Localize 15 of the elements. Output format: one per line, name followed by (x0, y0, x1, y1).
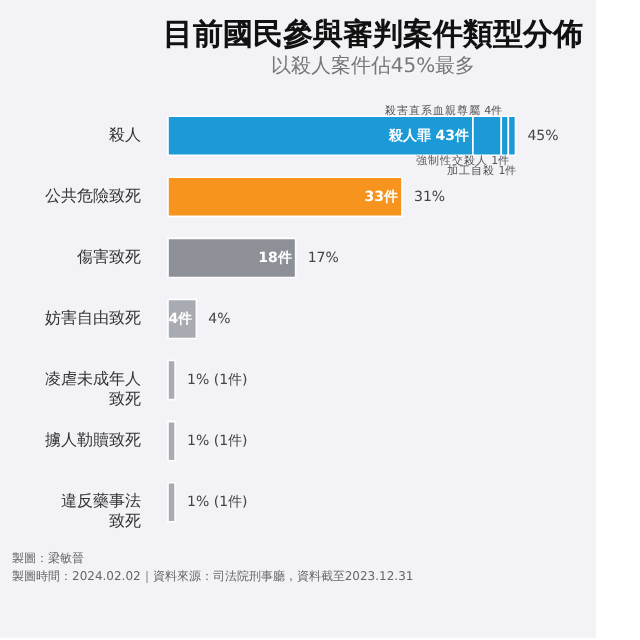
y-tick-label: 擄人勒贖致死 (45, 431, 141, 450)
y-tick-label: 公共危險致死 (45, 186, 141, 205)
chart-title: 目前國民參與審判案件類型分佈 (163, 16, 583, 52)
bar (167, 481, 176, 523)
y-tick-label: 傷害致死 (77, 247, 141, 266)
bar (167, 420, 176, 462)
bar (167, 359, 176, 401)
y-tick-label: 違反藥事法致死 (61, 492, 141, 531)
y-tick-label: 殺人 (109, 125, 141, 144)
chart-subtitle: 以殺人案件佔45%最多 (270, 54, 476, 78)
bar (167, 237, 297, 279)
bar (167, 176, 403, 218)
y-tick-label: 妨害自由致死 (45, 309, 141, 327)
bar (507, 115, 517, 157)
y-tick-label: 凌虐未成年人致死 (45, 370, 141, 409)
